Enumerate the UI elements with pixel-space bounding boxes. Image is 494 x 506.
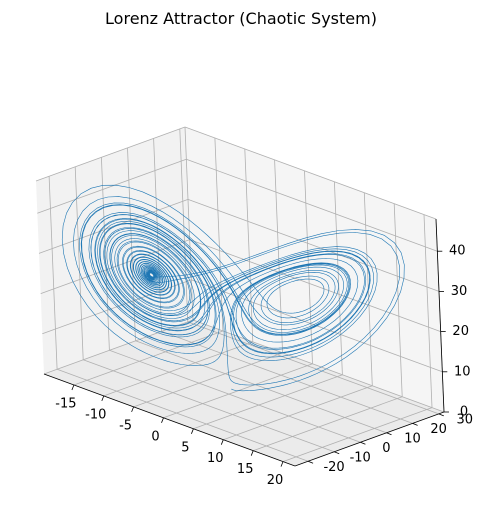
z-tick-label: 40 [449, 244, 466, 259]
gridline-x-floor [103, 341, 253, 397]
z-tick-label: 30 [451, 284, 468, 299]
x-tick-label: 10 [207, 451, 224, 466]
trajectory-series [61, 184, 405, 392]
x-axis-line [43, 373, 296, 467]
x-tick-label: 5 [181, 440, 189, 455]
gridline-z-left [43, 319, 194, 375]
z-tick-label: 20 [452, 324, 469, 339]
gridline-x-floor [282, 407, 433, 462]
x-tick-mark [101, 395, 105, 402]
x-tick-label: 20 [267, 473, 284, 488]
chart-title: Lorenz Attractor (Chaotic System) [105, 9, 377, 28]
x-tick-label: -15 [55, 397, 76, 412]
x-tick-mark [280, 461, 284, 467]
gridline-x-floor [223, 385, 373, 441]
y-tick-label: 20 [430, 422, 447, 437]
gridline-y-floor [83, 359, 335, 453]
gridline-y-floor [161, 331, 413, 424]
x-tick-mark [220, 439, 224, 445]
y-tick-label: -20 [323, 460, 344, 475]
x-tick-label: -10 [85, 407, 106, 422]
y-tick-mark [438, 413, 444, 417]
gridline-z-back [186, 158, 438, 252]
gridline-y-floor [187, 321, 439, 415]
floor-pane [44, 320, 444, 466]
z-tick-label: 0 [460, 405, 468, 420]
y-tick-mark [412, 423, 418, 426]
gridline-z-back [189, 239, 441, 332]
x-tick-mark [191, 428, 194, 434]
gridline-y-floor [135, 340, 387, 434]
x-tick-mark [131, 406, 134, 413]
gridline-z-back [187, 199, 440, 292]
y-tick-label: -10 [350, 450, 371, 465]
gridline-x-floor [193, 374, 343, 430]
pane-edge [184, 126, 437, 220]
gridline-x-floor [133, 352, 283, 408]
pane-edge [35, 126, 186, 182]
gridline-x-floor [253, 396, 403, 452]
x-tick-label: 15 [237, 462, 254, 477]
gridline-y-floor [56, 368, 309, 462]
gridline-z-left [40, 239, 190, 294]
gridline-x-floor [73, 330, 224, 386]
gridline-z-left [37, 158, 187, 214]
x-tick-label: -5 [119, 418, 132, 433]
y-tick-mark [307, 460, 314, 464]
z-tick-label: 10 [454, 364, 471, 379]
y-tick-label: 0 [382, 441, 390, 456]
gridline-y-floor [109, 349, 361, 443]
y-tick-label: 30 [457, 412, 474, 427]
gridline-z-back [192, 319, 445, 413]
trajectory-line [61, 184, 405, 392]
x-tick-mark [161, 417, 164, 423]
x-tick-mark [71, 384, 75, 391]
y-tick-label: 10 [404, 431, 421, 446]
y-tick-mark [360, 441, 366, 445]
y-tick-mark [334, 451, 340, 455]
x-tick-mark [250, 450, 254, 456]
x-tick-label: 0 [151, 429, 159, 444]
y-axis-line [294, 411, 445, 467]
y-tick-mark [386, 432, 392, 436]
